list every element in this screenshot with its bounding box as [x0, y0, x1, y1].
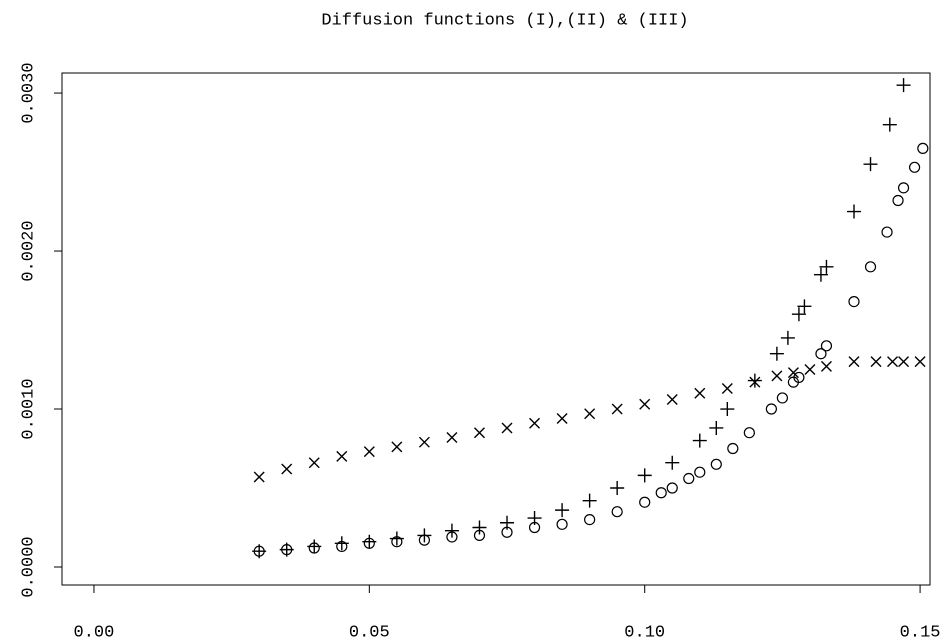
point	[720, 402, 735, 417]
point	[819, 259, 834, 274]
point	[683, 472, 695, 485]
point	[898, 356, 910, 368]
point	[582, 493, 597, 508]
x-tick-label: 0.00	[74, 623, 115, 642]
point	[334, 536, 349, 551]
point	[848, 295, 860, 308]
point	[769, 346, 784, 361]
point	[917, 142, 929, 154]
point	[308, 457, 320, 469]
point	[793, 371, 805, 384]
y-tick-label: 0.0030	[19, 62, 38, 123]
point	[555, 503, 570, 518]
point	[610, 481, 625, 496]
point	[813, 267, 828, 282]
point	[472, 520, 487, 535]
point	[747, 373, 762, 388]
point	[253, 471, 265, 483]
point	[846, 204, 861, 219]
point	[864, 261, 877, 273]
point	[710, 458, 722, 470]
point	[797, 299, 812, 314]
point	[637, 468, 652, 483]
point	[815, 348, 827, 360]
point	[804, 364, 816, 376]
point	[863, 157, 878, 172]
point	[666, 394, 678, 406]
point	[694, 466, 706, 478]
point	[417, 528, 432, 543]
point	[391, 441, 403, 453]
point	[896, 78, 911, 93]
point	[473, 427, 485, 439]
point	[787, 367, 799, 379]
point	[336, 450, 348, 462]
point	[584, 408, 596, 420]
point	[501, 422, 513, 434]
point	[881, 226, 893, 238]
point	[914, 356, 926, 368]
point	[252, 544, 267, 559]
point	[776, 392, 788, 404]
point	[529, 417, 541, 429]
point	[721, 382, 733, 394]
point	[418, 436, 430, 448]
plot-frame	[61, 72, 931, 586]
y-tick-label: 0.0010	[19, 378, 38, 439]
point	[727, 442, 739, 455]
point	[281, 463, 293, 475]
y-tick-label: 0.0000	[19, 536, 38, 597]
x-tick-label: 0.15	[900, 623, 941, 642]
point	[584, 513, 596, 526]
point	[444, 523, 459, 538]
x-tick-label: 0.05	[349, 623, 390, 642]
point	[692, 433, 707, 448]
point	[556, 412, 568, 424]
point	[892, 194, 904, 207]
point	[709, 420, 724, 435]
point	[820, 360, 832, 372]
point	[279, 542, 294, 557]
point	[389, 531, 404, 546]
point	[743, 427, 755, 439]
y-tick-label: 0.0020	[19, 220, 38, 281]
point	[666, 482, 678, 494]
point	[820, 340, 833, 352]
point	[639, 496, 651, 508]
point	[882, 117, 897, 132]
point	[749, 376, 761, 388]
point	[908, 161, 921, 173]
point	[791, 307, 806, 322]
point	[611, 506, 623, 518]
point	[556, 518, 568, 530]
point	[611, 403, 623, 415]
point	[870, 356, 882, 368]
point	[362, 534, 377, 549]
x-tick-label: 0.10	[624, 623, 665, 642]
point	[694, 387, 706, 399]
point	[655, 487, 667, 499]
point	[527, 511, 542, 526]
point	[639, 398, 651, 410]
point	[363, 446, 375, 458]
point	[307, 539, 322, 554]
chart-title: Diffusion functions (I),(II) & (III)	[321, 11, 688, 30]
point	[500, 515, 515, 530]
point	[665, 455, 680, 470]
point	[848, 356, 860, 368]
point	[897, 182, 910, 194]
point	[780, 330, 795, 345]
point	[887, 356, 899, 368]
point	[771, 370, 783, 382]
point	[446, 431, 458, 443]
point	[765, 403, 777, 415]
